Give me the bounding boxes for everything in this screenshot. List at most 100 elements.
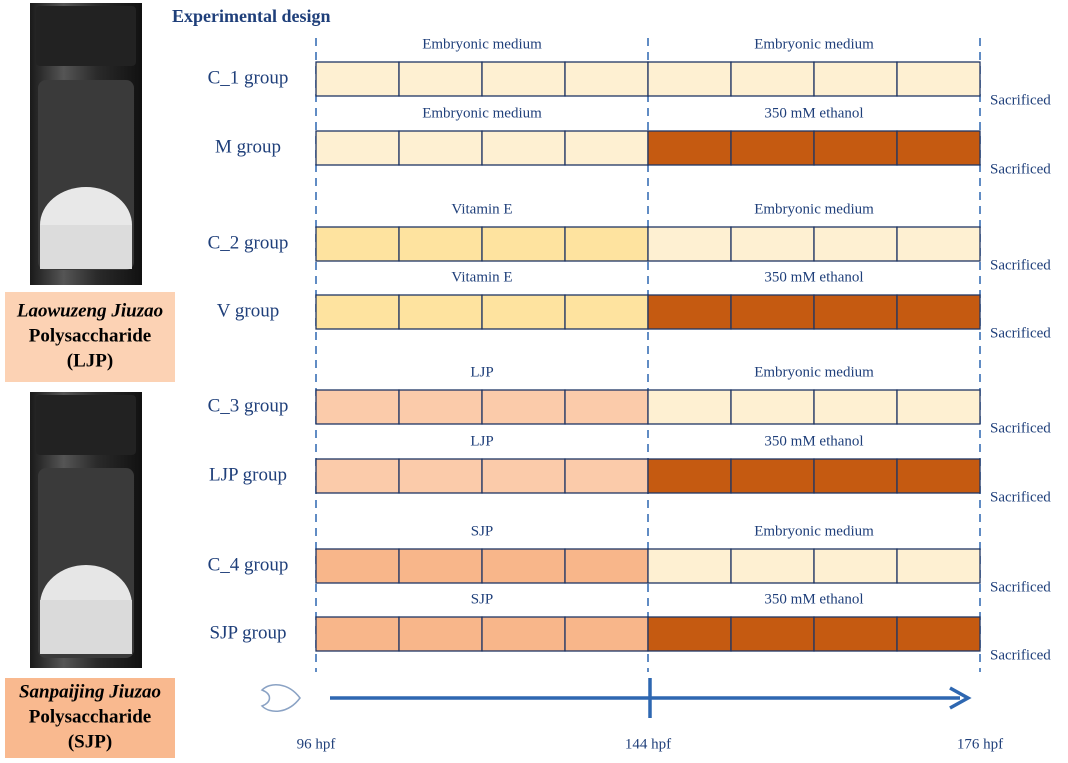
group-name: C_1 group: [208, 67, 289, 88]
phase-cell: [814, 131, 897, 165]
time-label: 144 hpf: [625, 736, 671, 752]
product-name: Laowuzeng Jiuzao: [16, 300, 163, 321]
phase-cell: [897, 459, 980, 493]
phase-cell: [399, 62, 482, 96]
product-kind: Polysaccharide: [29, 706, 151, 727]
phase-cell: [399, 459, 482, 493]
group-name: C_4 group: [208, 554, 289, 575]
phase-cell: [731, 549, 814, 583]
vial-photo: [30, 3, 142, 285]
diagram: Experimental design Laowuzeng Jiuzao Poly…: [0, 0, 1068, 758]
phase-cell: [565, 617, 648, 651]
phase-cell: [565, 459, 648, 493]
phase-cell: [897, 295, 980, 329]
group-name: LJP group: [209, 464, 287, 485]
phase-label: Vitamin E: [451, 269, 512, 285]
group-name: V group: [217, 300, 279, 321]
phase-cell: [482, 459, 565, 493]
end-label: Sacrificed: [990, 489, 1051, 505]
end-label: Sacrificed: [990, 92, 1051, 108]
group-name: SJP group: [210, 622, 287, 643]
end-label: Sacrificed: [990, 647, 1051, 663]
phase-cell: [399, 227, 482, 261]
phase-cell: [648, 131, 731, 165]
phase-cell: [316, 390, 399, 424]
group-name: C_3 group: [208, 395, 289, 416]
phase-cell: [482, 227, 565, 261]
phase-cell: [565, 62, 648, 96]
phase-cell: [399, 131, 482, 165]
phase-label: Embryonic medium: [754, 201, 874, 217]
phase-label: 350 mM ethanol: [764, 105, 863, 121]
title: Experimental design: [172, 6, 331, 26]
phase-cell: [648, 549, 731, 583]
phase-label: Embryonic medium: [754, 523, 874, 539]
phase-cell: [565, 131, 648, 165]
phase-label: Vitamin E: [451, 201, 512, 217]
phase-cell: [814, 459, 897, 493]
phase-cell: [482, 549, 565, 583]
phase-label: 350 mM ethanol: [764, 591, 863, 607]
phase-cell: [565, 227, 648, 261]
group-name: M group: [215, 136, 281, 157]
phase-cell: [482, 295, 565, 329]
vial-photo: [30, 392, 142, 668]
phase-label: LJP: [470, 364, 493, 380]
product-kind: Polysaccharide: [29, 325, 151, 346]
phase-cell: [897, 62, 980, 96]
phase-cell: [814, 62, 897, 96]
phase-label: Embryonic medium: [754, 364, 874, 380]
phase-label: Embryonic medium: [422, 36, 542, 52]
phase-cell: [565, 295, 648, 329]
phase-cell: [897, 131, 980, 165]
phase-label: SJP: [471, 591, 494, 607]
phase-cell: [731, 227, 814, 261]
phase-cell: [814, 227, 897, 261]
phase-label: 350 mM ethanol: [764, 433, 863, 449]
phase-cell: [648, 617, 731, 651]
phase-cell: [897, 390, 980, 424]
phase-cell: [814, 295, 897, 329]
phase-cell: [731, 617, 814, 651]
phase-label: 350 mM ethanol: [764, 269, 863, 285]
phase-cell: [731, 62, 814, 96]
end-label: Sacrificed: [990, 161, 1051, 177]
product-name: Sanpaijing Jiuzao: [19, 681, 161, 702]
phase-cell: [648, 390, 731, 424]
phase-cell: [648, 459, 731, 493]
phase-cell: [316, 62, 399, 96]
phase-cell: [316, 295, 399, 329]
phase-cell: [316, 549, 399, 583]
phase-label: LJP: [470, 433, 493, 449]
phase-cell: [482, 617, 565, 651]
end-label: Sacrificed: [990, 325, 1051, 341]
phase-cell: [731, 295, 814, 329]
phase-cell: [316, 459, 399, 493]
product-abbr: (LJP): [67, 350, 113, 371]
phase-label: Embryonic medium: [422, 105, 542, 121]
end-label: Sacrificed: [990, 257, 1051, 273]
phase-cell: [731, 390, 814, 424]
phase-cell: [897, 549, 980, 583]
phase-cell: [316, 131, 399, 165]
group-name: C_2 group: [208, 232, 289, 253]
phase-cell: [399, 549, 482, 583]
phase-cell: [399, 295, 482, 329]
phase-cell: [399, 390, 482, 424]
phase-cell: [814, 549, 897, 583]
phase-cell: [648, 62, 731, 96]
phase-cell: [648, 227, 731, 261]
phase-cell: [316, 617, 399, 651]
phase-cell: [565, 549, 648, 583]
phase-cell: [731, 131, 814, 165]
phase-label: SJP: [471, 523, 494, 539]
phase-cell: [814, 390, 897, 424]
phase-cell: [482, 390, 565, 424]
product-label: Laowuzeng Jiuzao Polysaccharide (LJP): [5, 292, 175, 382]
phase-cell: [648, 295, 731, 329]
end-label: Sacrificed: [990, 420, 1051, 436]
phase-cell: [482, 62, 565, 96]
phase-cell: [897, 227, 980, 261]
end-label: Sacrificed: [990, 579, 1051, 595]
product-abbr: (SJP): [68, 731, 112, 752]
